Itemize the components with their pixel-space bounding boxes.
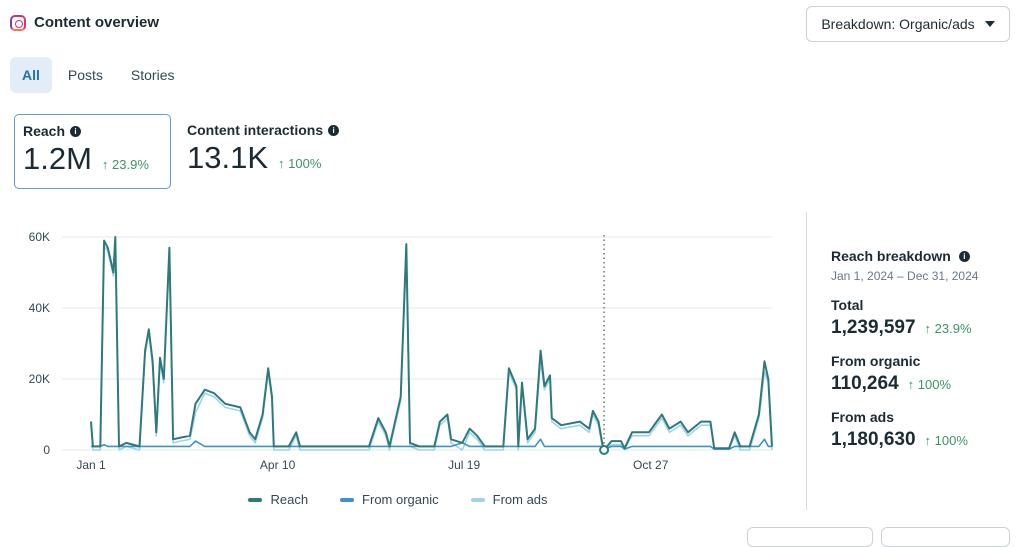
page-title: Content overview: [10, 14, 159, 31]
y-tick-label: 40K: [29, 301, 50, 315]
chart-legend: Reach From organic From ads: [0, 492, 806, 507]
bottom-button[interactable]: [747, 527, 873, 547]
breakdown-title: Reach breakdown: [831, 248, 951, 264]
bottom-button[interactable]: [881, 527, 1010, 547]
ads-label: From ads: [831, 409, 895, 425]
series-line-organic: [91, 438, 772, 451]
x-tick-label: Oct 27: [633, 458, 669, 472]
tab-posts[interactable]: Posts: [67, 67, 103, 83]
tab-all[interactable]: All: [10, 57, 52, 93]
panel-divider: [806, 212, 807, 510]
x-tick-label: Apr 10: [260, 458, 296, 472]
legend-organic[interactable]: From organic: [340, 492, 439, 507]
organic-value: 110,264: [831, 373, 899, 394]
reach-breakdown-panel: Reach breakdown i Jan 1, 2024 – Dec 31, 2…: [831, 248, 1021, 451]
reach-chart[interactable]: 0 20K 40K 60K Jan 1 Apr 10 Jul 19 Oct 27: [0, 220, 800, 480]
metric-value: 13.1K: [187, 140, 269, 175]
organic-label: From organic: [831, 353, 921, 369]
total-delta: ↑ 23.9%: [924, 321, 972, 336]
metric-value: 1.2M: [23, 141, 92, 176]
legend-label: From ads: [492, 492, 548, 507]
title-text: Content overview: [34, 14, 160, 31]
series-line-reach: [90, 236, 773, 451]
metric-card-content-interactions[interactable]: Content interactions i 13.1K ↑ 100%: [179, 114, 347, 189]
legend-swatch: [248, 497, 263, 502]
info-icon[interactable]: i: [70, 125, 82, 137]
metric-card-reach[interactable]: Reach i 1.2M ↑ 23.9%: [14, 114, 171, 189]
legend-ads[interactable]: From ads: [470, 492, 548, 507]
ads-delta: ↑ 100%: [924, 433, 968, 448]
ads-value: 1,180,630: [831, 429, 916, 450]
info-icon[interactable]: i: [958, 250, 970, 262]
breakdown-label: Breakdown: Organic/ads: [821, 16, 975, 32]
x-tick-label: Jul 19: [448, 458, 480, 472]
caret-down-icon: [984, 21, 995, 27]
hover-marker-point: [599, 445, 610, 455]
info-icon[interactable]: i: [328, 124, 340, 136]
legend-label: From organic: [362, 492, 439, 507]
legend-reach[interactable]: Reach: [248, 492, 308, 507]
x-tick-label: Jan 1: [76, 458, 106, 472]
content-tabs: All Posts Stories: [10, 57, 186, 93]
breakdown-dropdown[interactable]: Breakdown: Organic/ads: [806, 6, 1010, 42]
metric-label: Reach: [23, 123, 66, 139]
total-label: Total: [831, 297, 864, 313]
organic-delta: ↑ 100%: [907, 377, 952, 392]
legend-swatch: [340, 497, 355, 502]
tab-stories[interactable]: Stories: [130, 67, 175, 83]
legend-label: Reach: [270, 492, 309, 507]
metric-delta: ↑ 23.9%: [101, 157, 149, 172]
date-range: Jan 1, 2024 – Dec 31, 2024: [831, 269, 979, 283]
instagram-icon: [10, 14, 26, 31]
metric-delta: ↑ 100%: [278, 156, 322, 171]
y-tick-label: 0: [43, 443, 50, 457]
legend-swatch: [470, 497, 485, 502]
total-value: 1,239,597: [831, 317, 916, 338]
metric-label: Content interactions: [187, 122, 324, 138]
y-tick-label: 60K: [29, 230, 50, 244]
y-tick-label: 20K: [29, 372, 50, 386]
